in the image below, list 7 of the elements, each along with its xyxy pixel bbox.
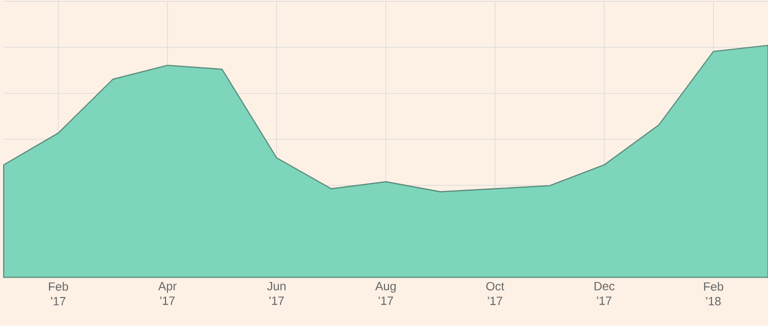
x-tick-label: Oct '17: [486, 282, 504, 305]
x-tick-label: Apr '17: [158, 282, 177, 305]
x-tick-label: Dec '17: [594, 282, 615, 305]
x-tick-label: Feb '18: [704, 282, 724, 306]
x-tick-label: Jun '17: [267, 282, 286, 305]
x-tick-label: Feb '17: [48, 282, 68, 306]
x-tick-label: Aug '17: [375, 282, 396, 305]
